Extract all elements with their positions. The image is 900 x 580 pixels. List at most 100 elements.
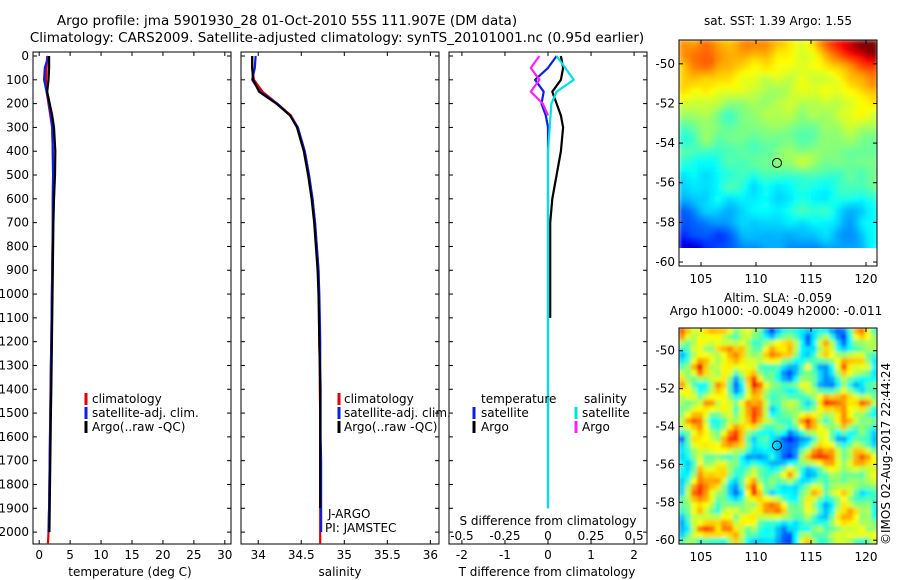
sst-cell [859,76,866,83]
sst-cell [793,208,800,215]
sla-cell [811,376,818,383]
sst-cell [751,214,758,221]
sla-cell [871,382,877,389]
sla-cell [703,454,710,461]
sst-cell [745,142,752,149]
sst-cell [679,178,686,185]
sla-cell [715,394,722,401]
sst-cell [865,70,872,77]
sla-cell [865,394,872,401]
sla-cell [787,430,794,437]
sst-cell [775,208,782,215]
sla-cell [745,346,752,353]
sst-cell [829,82,836,89]
sla-cell [859,538,866,544]
sst-cell [847,52,854,59]
sst-cell [811,220,818,227]
sst-cell [733,58,740,65]
sla-cell [679,520,686,527]
sla-cell [829,328,836,335]
sla-cell [697,370,704,377]
sla-cell [859,430,866,437]
sla-cell [793,412,800,419]
sla-cell [781,466,788,473]
sla-cell [721,340,728,347]
sst-cell [859,64,866,71]
sla-cell [769,406,776,413]
sst-cell [709,94,716,101]
sla-cell [679,502,686,509]
sst-cell [739,70,746,77]
sst-cell [697,64,704,71]
sla-cell [793,514,800,521]
sst-cell [847,112,854,119]
sst-cell [829,142,836,149]
sst-cell [841,106,848,113]
legend-label-t-satellite: satellite [481,406,529,420]
sla-cell [721,370,728,377]
sst-cell [721,136,728,143]
sla-cell [721,478,728,485]
sla-cell [841,418,848,425]
sst-cell [757,58,764,65]
sla-cell [817,346,824,353]
sst-cell [739,238,746,245]
lat-tick-label: -58 [655,495,675,509]
sst-cell [769,40,776,47]
sst-cell [709,106,716,113]
sst-cell [733,202,740,209]
sst-cell [811,136,818,143]
sla-cell [799,514,806,521]
sla-cell [859,490,866,497]
sst-cell [685,142,692,149]
sla-cell [709,358,716,365]
sla-cell [703,346,710,353]
sla-cell [811,382,818,389]
sst-cell [709,196,716,203]
sst-cell [781,124,788,131]
sla-cell [715,418,722,425]
sla-cell [847,400,854,407]
sla-cell [757,358,764,365]
sla-cell [739,478,746,485]
sst-cell [721,46,728,53]
sla-cell [799,406,806,413]
sst-cell [733,100,740,107]
sla-cell [769,508,776,515]
sla-cell [793,532,800,539]
sla-cell [709,502,716,509]
sla-cell [829,472,836,479]
sla-cell [703,448,710,455]
sla-cell [823,400,830,407]
sla-cell [847,352,854,359]
sst-cell [697,106,704,113]
sst-cell [805,178,812,185]
sst-cell [745,184,752,191]
sla-cell [859,472,866,479]
sst-cell [847,100,854,107]
sst-cell [691,184,698,191]
sla-cell [697,418,704,425]
sla-cell [685,424,692,431]
sst-cell [697,226,704,233]
sla-cell [721,388,728,395]
sst-cell [739,244,746,251]
sla-cell [721,412,728,419]
sst-cell [709,82,716,89]
sst-cell [799,130,806,137]
sla-cell [745,472,752,479]
sla-cell [787,496,794,503]
sla-cell [781,538,788,544]
sst-cell [799,142,806,149]
s-tick-label: 0 [544,529,552,543]
lon-tick-label: 115 [800,550,823,564]
lon-tick-label: 115 [800,272,823,286]
sst-cell [769,214,776,221]
sla-cell [733,418,740,425]
sst-cell [769,148,776,155]
sla-cell [847,514,854,521]
sla-cell [697,496,704,503]
sst-cell [751,58,758,65]
sla-cell [769,466,776,473]
sla-cell [763,538,770,544]
